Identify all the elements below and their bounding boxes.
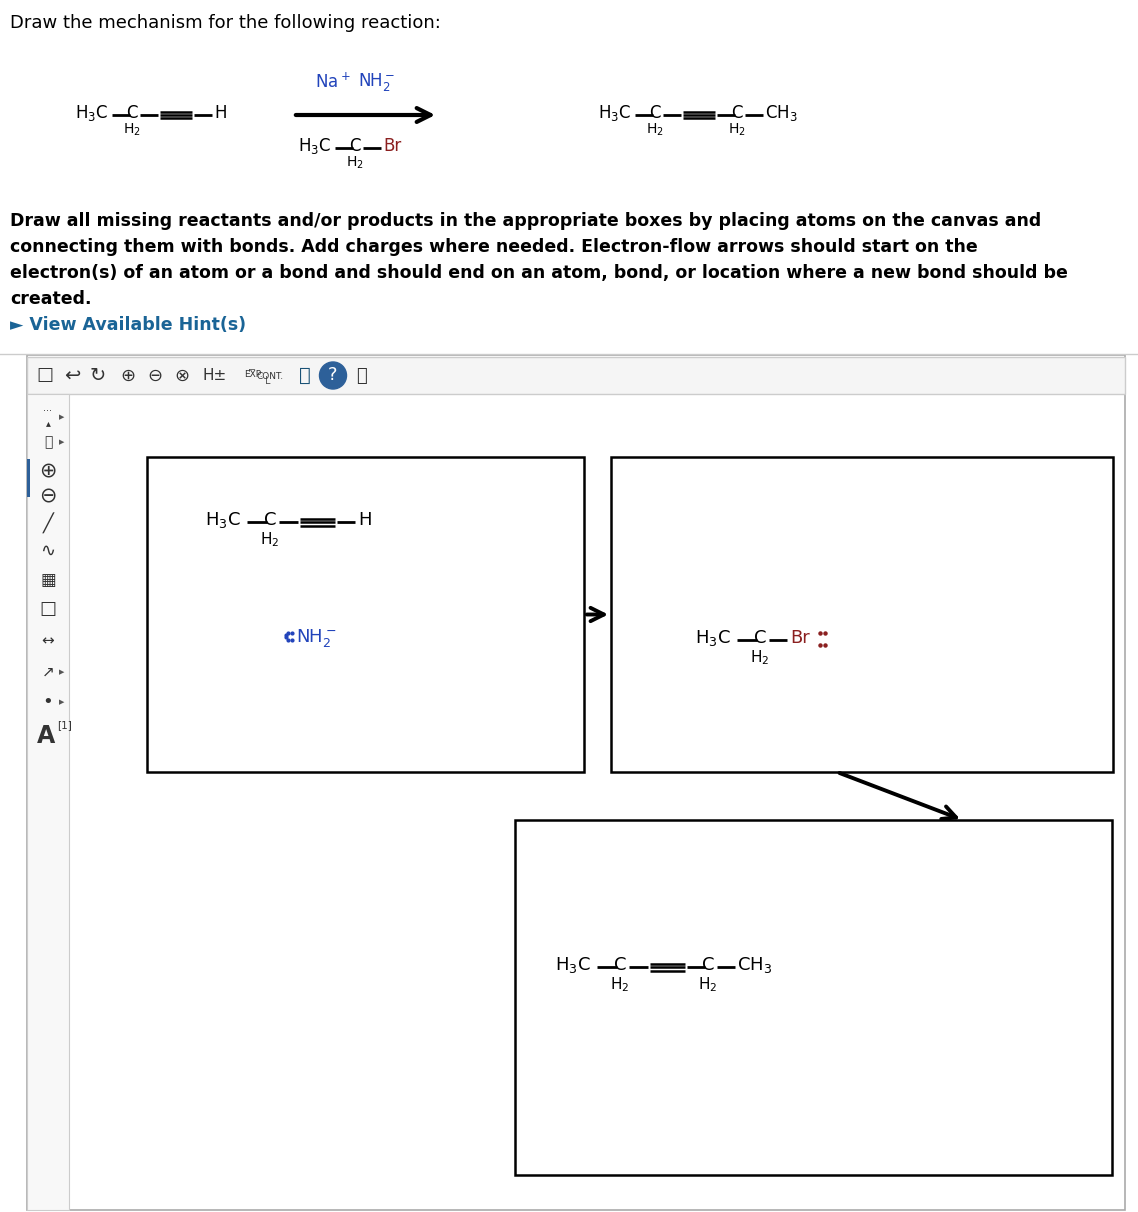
- Text: Draw the mechanism for the following reaction:: Draw the mechanism for the following rea…: [10, 15, 440, 32]
- Bar: [27, 394, 69, 1210]
- Text: ↔: ↔: [42, 634, 55, 648]
- Text: electron(s) of an atom or a bond and should end on an atom, bond, or location wh: electron(s) of an atom or a bond and sho…: [10, 264, 1067, 282]
- Text: C: C: [753, 629, 766, 647]
- Text: ⬧: ⬧: [43, 435, 52, 448]
- Text: ⊖: ⊖: [148, 366, 163, 384]
- Text: CH$_3$: CH$_3$: [737, 955, 773, 974]
- Text: ⊗: ⊗: [174, 366, 190, 384]
- Text: Br: Br: [790, 629, 810, 647]
- Bar: [27, 355, 1125, 1210]
- Text: ↗: ↗: [42, 664, 55, 680]
- Text: ↻: ↻: [90, 366, 106, 385]
- Text: ⊕: ⊕: [39, 461, 57, 480]
- Text: NH$_2^-$: NH$_2^-$: [358, 72, 395, 93]
- Text: H$_3$C: H$_3$C: [695, 628, 731, 648]
- Text: C: C: [732, 104, 743, 122]
- Text: H$_3$C: H$_3$C: [205, 510, 241, 530]
- Text: ▶: ▶: [59, 439, 65, 445]
- Text: Draw all missing reactants and/or products in the appropriate boxes by placing a: Draw all missing reactants and/or produc…: [10, 212, 1041, 230]
- Text: H$_3$C: H$_3$C: [75, 103, 108, 122]
- Text: ⊖: ⊖: [39, 486, 57, 505]
- Text: L: L: [265, 377, 271, 387]
- Text: CONT.: CONT.: [256, 372, 283, 381]
- Text: H: H: [214, 104, 226, 122]
- Text: created.: created.: [10, 290, 91, 308]
- Text: connecting them with bonds. Add charges where needed. Electron-flow arrows shoul: connecting them with bonds. Add charges …: [10, 238, 978, 256]
- Text: C: C: [702, 956, 715, 974]
- Bar: [516, 821, 1112, 1174]
- Text: NH$_2^-$: NH$_2^-$: [296, 627, 336, 648]
- Bar: [147, 457, 584, 772]
- Bar: [27, 358, 1125, 394]
- Text: ···
▴: ··· ▴: [43, 406, 52, 428]
- Text: □: □: [36, 366, 53, 384]
- Text: H$_2$: H$_2$: [610, 976, 629, 994]
- Text: H$_2$: H$_2$: [261, 531, 280, 549]
- Text: C: C: [349, 137, 361, 155]
- Text: C: C: [264, 511, 277, 528]
- Text: H$_3$C: H$_3$C: [298, 136, 331, 156]
- Text: CH$_3$: CH$_3$: [765, 103, 798, 122]
- Text: H±: H±: [203, 368, 228, 383]
- Text: H$_2$: H$_2$: [346, 155, 364, 171]
- Text: H$_2$: H$_2$: [750, 648, 769, 668]
- Text: Na$^+$: Na$^+$: [315, 73, 351, 92]
- Text: □: □: [40, 600, 57, 618]
- Text: ⤢: ⤢: [356, 366, 368, 384]
- Text: ▶: ▶: [59, 415, 65, 421]
- Text: ╱: ╱: [42, 513, 53, 533]
- Text: ▶: ▶: [59, 699, 65, 705]
- Text: H$_2$: H$_2$: [699, 976, 718, 994]
- Text: ∿: ∿: [41, 542, 56, 560]
- Text: H$_2$: H$_2$: [123, 121, 141, 138]
- Text: C: C: [613, 956, 626, 974]
- Text: ► View Available Hint(s): ► View Available Hint(s): [10, 316, 246, 335]
- Text: Br: Br: [384, 137, 402, 155]
- Text: [1]: [1]: [57, 720, 72, 730]
- Text: ▶: ▶: [59, 669, 65, 675]
- Text: H: H: [358, 511, 371, 528]
- Text: H$_2$: H$_2$: [646, 121, 663, 138]
- Text: ↩: ↩: [64, 366, 80, 385]
- Text: C: C: [126, 104, 138, 122]
- Text: H$_3$C: H$_3$C: [597, 103, 632, 122]
- Text: EXP.: EXP.: [244, 370, 263, 379]
- Bar: [27, 459, 30, 497]
- Text: ⓘ: ⓘ: [299, 366, 311, 385]
- Text: ?: ?: [328, 366, 338, 384]
- Bar: [611, 457, 1113, 772]
- Text: A: A: [36, 724, 55, 748]
- Text: •: •: [42, 693, 53, 711]
- Text: H$_3$C: H$_3$C: [555, 955, 591, 974]
- Text: H$_2$: H$_2$: [728, 121, 745, 138]
- Text: C: C: [650, 104, 661, 122]
- Text: ▦: ▦: [40, 571, 56, 589]
- Text: ⊕: ⊕: [121, 366, 135, 384]
- Text: ⌐: ⌐: [248, 365, 256, 375]
